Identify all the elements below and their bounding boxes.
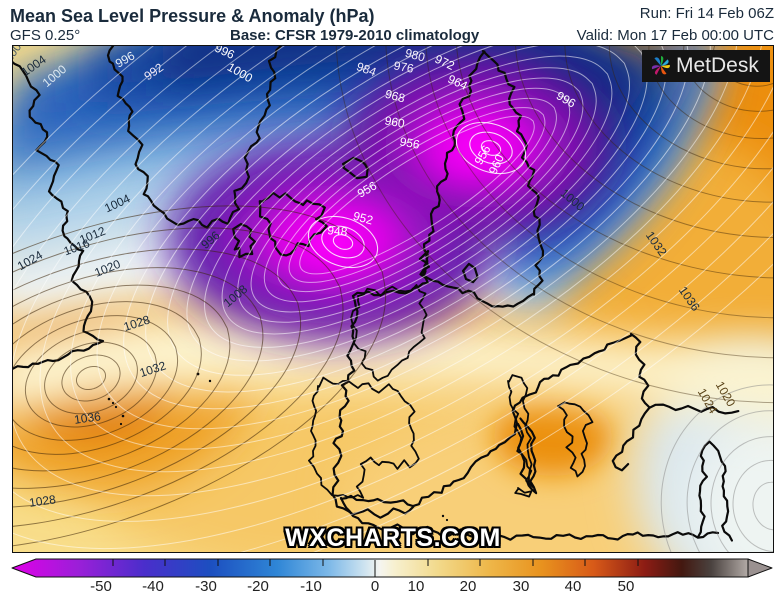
svg-text:948: 948 (327, 223, 348, 239)
